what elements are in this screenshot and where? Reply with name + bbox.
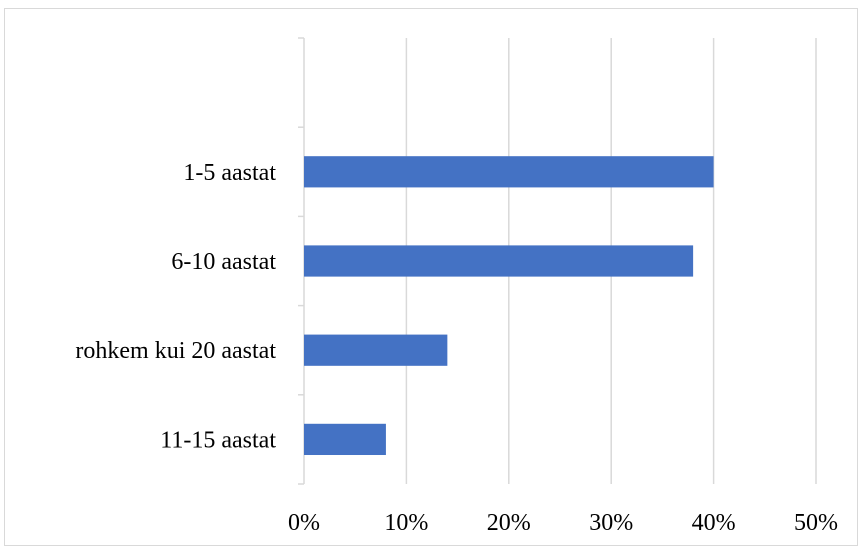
- bar: [304, 245, 694, 277]
- bar: [304, 334, 448, 366]
- x-tick-label: 20%: [487, 510, 531, 536]
- category-label: 6-10 aastat: [171, 249, 276, 275]
- bar: [304, 423, 386, 456]
- x-tick-label: 40%: [692, 510, 736, 536]
- category-axis: [298, 37, 305, 485]
- chart-area: [4, 8, 858, 546]
- category-label: rohkem kui 20 aastat: [75, 338, 276, 364]
- category-label: 1-5 aastat: [183, 160, 276, 186]
- bars: [304, 156, 714, 456]
- category-labels: 1-5 aastat 6-10 aastat rohkem kui 20 aasta…: [75, 160, 276, 454]
- bar: [304, 156, 714, 188]
- x-tick-label: 50%: [794, 510, 838, 536]
- x-tick-label: 10%: [384, 510, 428, 536]
- category-label: 11-15 aastat: [160, 427, 276, 453]
- x-tick-labels: 0% 10% 20% 30% 40% 50%: [288, 510, 838, 536]
- x-tick-label: 0%: [288, 510, 320, 536]
- x-tick-label: 30%: [589, 510, 633, 536]
